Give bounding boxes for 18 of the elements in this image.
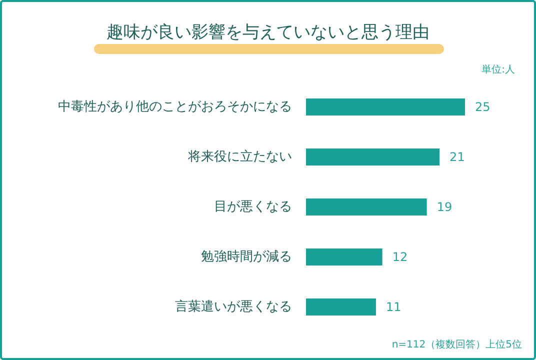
bar xyxy=(306,298,376,316)
data-label: 21 xyxy=(450,150,465,164)
data-label: 12 xyxy=(392,250,408,264)
y-tick-label: 言葉遣いが悪くなる xyxy=(175,298,292,314)
y-tick-label: 目が悪くなる xyxy=(214,200,292,214)
data-label: 19 xyxy=(436,200,452,214)
text: 単位:人 xyxy=(482,64,516,76)
y-tick-label: 将来役に立たない xyxy=(187,148,292,164)
y-tick-label: 中毒性があり他のことがおろそかになる xyxy=(58,100,292,114)
bar xyxy=(306,98,465,116)
data-label: 25 xyxy=(474,100,490,114)
text: n=112（複数回答）上位5位 xyxy=(392,338,522,350)
y-tick-label: 勉強時間が減る xyxy=(201,250,292,264)
bar xyxy=(306,248,382,266)
data-label: 11 xyxy=(386,300,402,314)
bar xyxy=(306,198,427,216)
bar xyxy=(306,148,440,166)
chart-title: 趣味が良い影響を与えていないと思う理由 xyxy=(106,22,430,42)
